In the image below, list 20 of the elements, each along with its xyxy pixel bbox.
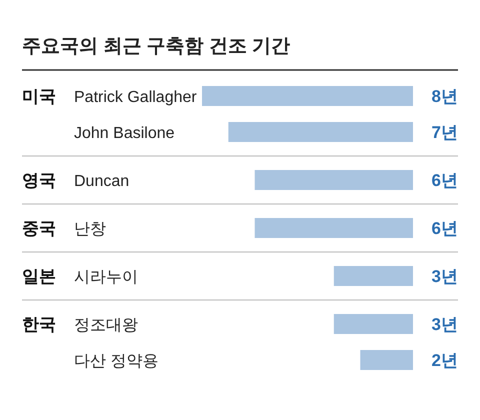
text: 영국 [22,171,56,190]
text: 한국 [22,315,56,334]
data-label: 7년 [432,123,458,142]
y-tick-label: 정조대왕 [74,317,138,334]
text: 일본 [22,267,56,286]
y-tick-label: 난창 [74,221,106,238]
text: 중국 [22,219,56,238]
data-label: 6년 [432,219,458,238]
y-tick-label: 다산 정약용 [74,353,158,370]
y-tick-label: John Basilone [74,125,175,142]
data-label: 3년 [432,267,458,286]
data-label: 6년 [432,171,458,190]
data-label: 2년 [432,351,458,370]
text: 미국 [22,87,56,106]
y-tick-label: 시라누이 [74,269,138,286]
y-tick-label: Patrick Gallagher [74,89,198,106]
y-tick-label: Duncan [74,173,130,190]
chart-title: 주요국의 최근 구축함 건조 기간 [22,36,290,57]
data-label: 3년 [432,315,458,334]
data-label: 8년 [432,87,458,106]
